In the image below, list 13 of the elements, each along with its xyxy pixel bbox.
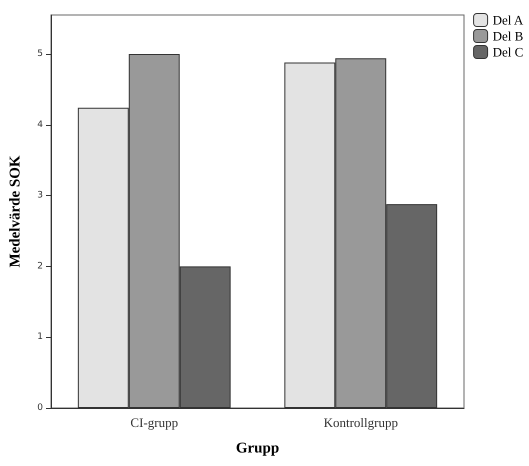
y-axis-title: Medelvärde SOK	[8, 155, 24, 268]
x-axis-title: Grupp	[236, 440, 280, 456]
legend-label: Del C	[492, 44, 524, 60]
y-tick-label: 0	[37, 403, 44, 413]
y-tick-label: 3	[37, 190, 43, 201]
legend-label: Del A	[492, 12, 524, 28]
x-tick-label: Kontrollgrupp	[324, 415, 398, 430]
y-tick-label: 5	[37, 48, 43, 59]
legend-label: Del B	[492, 28, 524, 44]
y-tick-label: 2	[37, 261, 43, 272]
y-tick-label: 1	[37, 332, 43, 342]
x-tick-label: CI-grupp	[130, 415, 178, 430]
y-tick-label: 4	[37, 120, 44, 130]
